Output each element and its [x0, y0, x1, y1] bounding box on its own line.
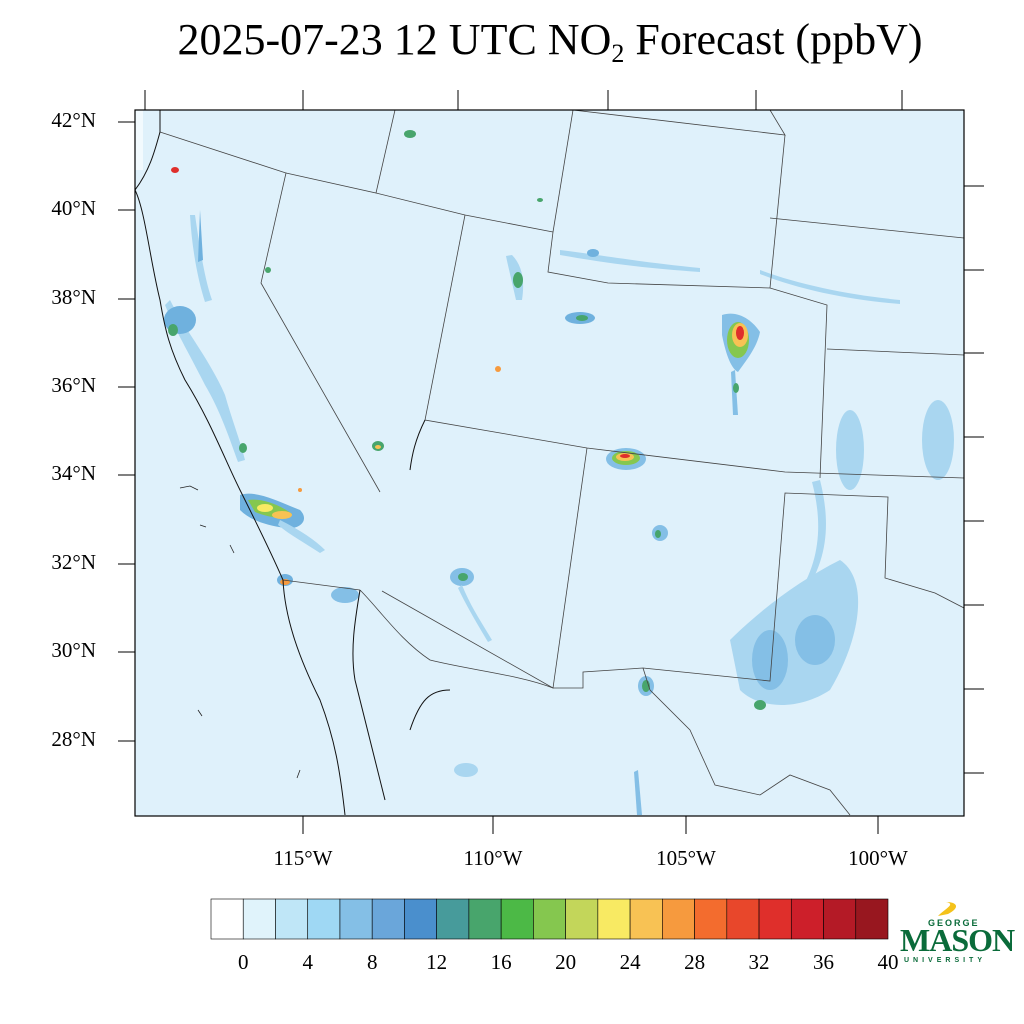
colorbar-swatch: [629, 898, 663, 940]
colorbar-swatch: [242, 898, 276, 940]
lat-ticks: [118, 121, 135, 742]
lat-label: 40°N: [51, 196, 96, 220]
lon-label: 105°W: [656, 846, 716, 870]
colorbar: [210, 898, 889, 940]
lon-ticks: [302, 816, 879, 834]
colorbar-swatch: [758, 898, 792, 940]
map-frame: [134, 109, 965, 817]
lat-label: 42°N: [51, 108, 96, 132]
no2-concentration-layer: [135, 110, 964, 816]
colorbar-tick-label: 24: [619, 950, 641, 974]
colorbar-tick-label: 32: [748, 950, 770, 974]
colorbar-tick-label: 20: [555, 950, 577, 974]
colorbar-tick-label: 16: [490, 950, 512, 974]
colorbar-swatch: [533, 898, 566, 940]
colorbar-swatch: [565, 898, 599, 940]
colorbar-swatch: [855, 898, 889, 940]
colorbar-tick-label: 8: [366, 950, 378, 974]
title-subscript: 2: [611, 39, 625, 68]
colorbar-tick-label: 28: [684, 950, 706, 974]
logo-mason: MASON: [900, 922, 1015, 958]
colorbar-swatch: [436, 898, 470, 940]
george-mason-logo: GEORGE MASON UNIVERSITY: [898, 900, 1015, 970]
lon-label: 100°W: [848, 846, 908, 870]
logo-george: GEORGE: [928, 918, 980, 928]
colorbar-tick-label: 36: [813, 950, 835, 974]
colorbar-swatch: [597, 898, 631, 940]
map-title: 2025-07-23 12 UTC NO2 Forecast (ppbV): [0, 14, 1024, 69]
colorbar-tick-label: 40: [877, 950, 899, 974]
colorbar-swatch: [210, 898, 244, 940]
title-text: 2025-07-23 12 UTC NO: [177, 15, 612, 64]
colorbar-tick-label: 12: [426, 950, 448, 974]
colorbar-swatch: [339, 898, 373, 940]
colorbar-swatch: [823, 898, 857, 940]
lon-label: 110°W: [463, 846, 523, 870]
colorbar-swatch: [694, 898, 728, 940]
lat-label: 34°N: [51, 461, 96, 485]
title-suffix: Forecast (ppbV): [624, 15, 923, 64]
colorbar-swatch: [500, 898, 534, 940]
lat-label: 30°N: [51, 638, 96, 662]
lat-label: 28°N: [51, 727, 96, 751]
logo-university: UNIVERSITY: [904, 957, 987, 964]
lat-label: 36°N: [51, 373, 96, 397]
colorbar-tick-label: 4: [302, 950, 313, 974]
colorbar-tick-label: 0: [237, 950, 249, 974]
colorbar-swatch: [404, 898, 437, 940]
colorbar-swatch: [275, 898, 309, 940]
lat-label: 32°N: [51, 550, 96, 574]
colorbar-swatch: [307, 898, 341, 940]
colorbar-swatch: [726, 898, 760, 940]
colorbar-swatch: [662, 898, 695, 940]
colorbar-swatch: [371, 898, 405, 940]
colorbar-swatch: [790, 898, 824, 940]
colorbar-swatch: [468, 898, 502, 940]
lon-label: 115°W: [273, 846, 333, 870]
lat-label: 38°N: [51, 285, 96, 309]
